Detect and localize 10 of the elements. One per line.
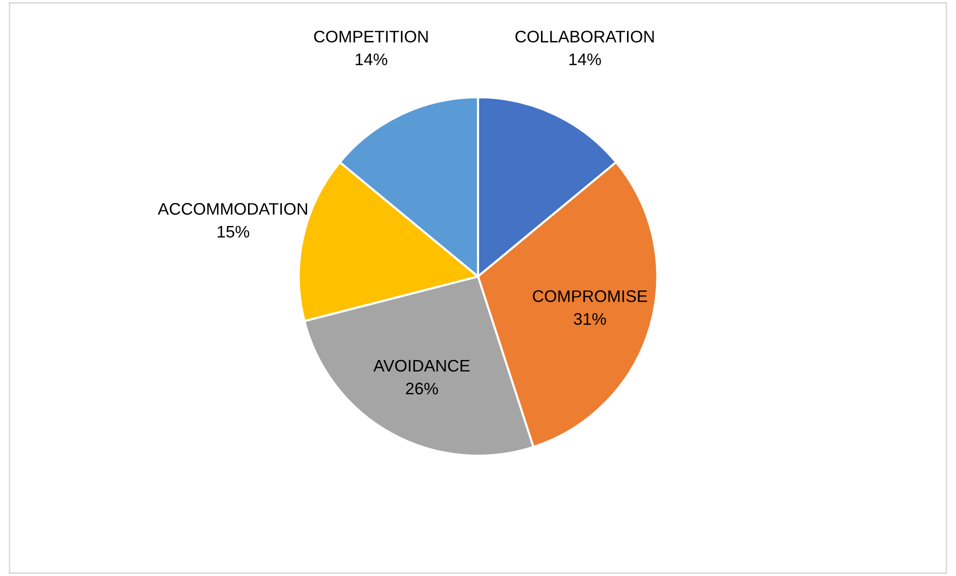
slice-label: ACCOMMODATION <box>158 203 308 215</box>
slice-label: COMPETITION <box>314 30 428 42</box>
slice-label: AVOIDANCE <box>373 360 470 372</box>
data-label: 26% <box>406 382 438 394</box>
slice-label: COLLABORATION <box>515 30 654 42</box>
data-label: 14% <box>569 54 601 66</box>
data-label: 15% <box>218 226 250 238</box>
data-label: 14% <box>356 54 388 66</box>
slice-label: COMPROMISE <box>532 290 648 302</box>
data-label: 31% <box>574 313 606 325</box>
